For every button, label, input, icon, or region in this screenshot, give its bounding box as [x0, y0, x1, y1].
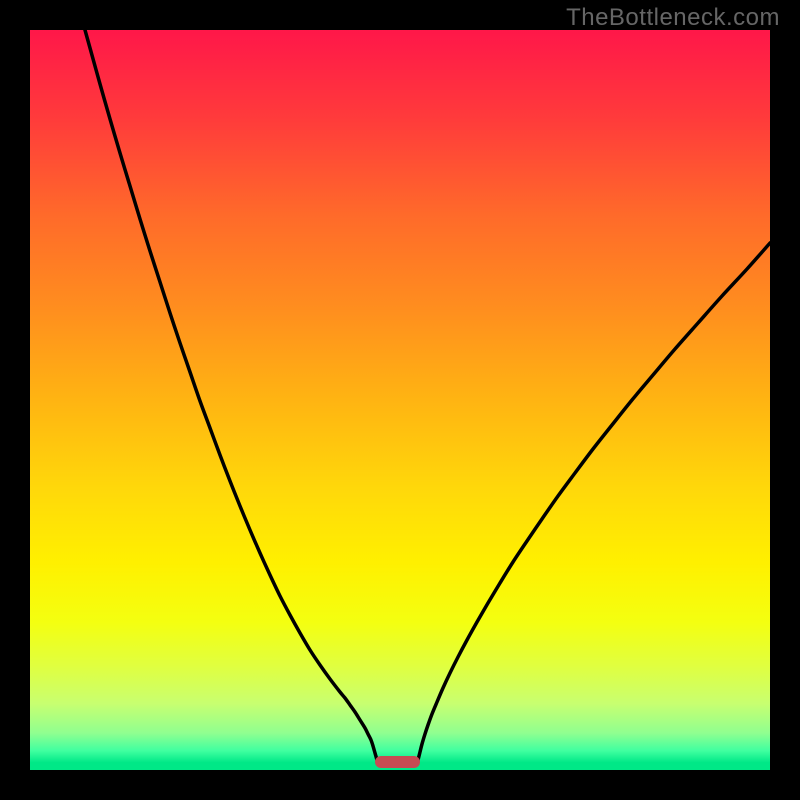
minimum-marker: [375, 756, 420, 768]
plot-area: [30, 30, 770, 770]
left-curve: [85, 30, 377, 760]
chart-frame: TheBottleneck.com: [0, 0, 800, 800]
bottleneck-curves: [30, 30, 770, 770]
watermark-text: TheBottleneck.com: [566, 4, 780, 32]
right-curve: [418, 243, 770, 760]
